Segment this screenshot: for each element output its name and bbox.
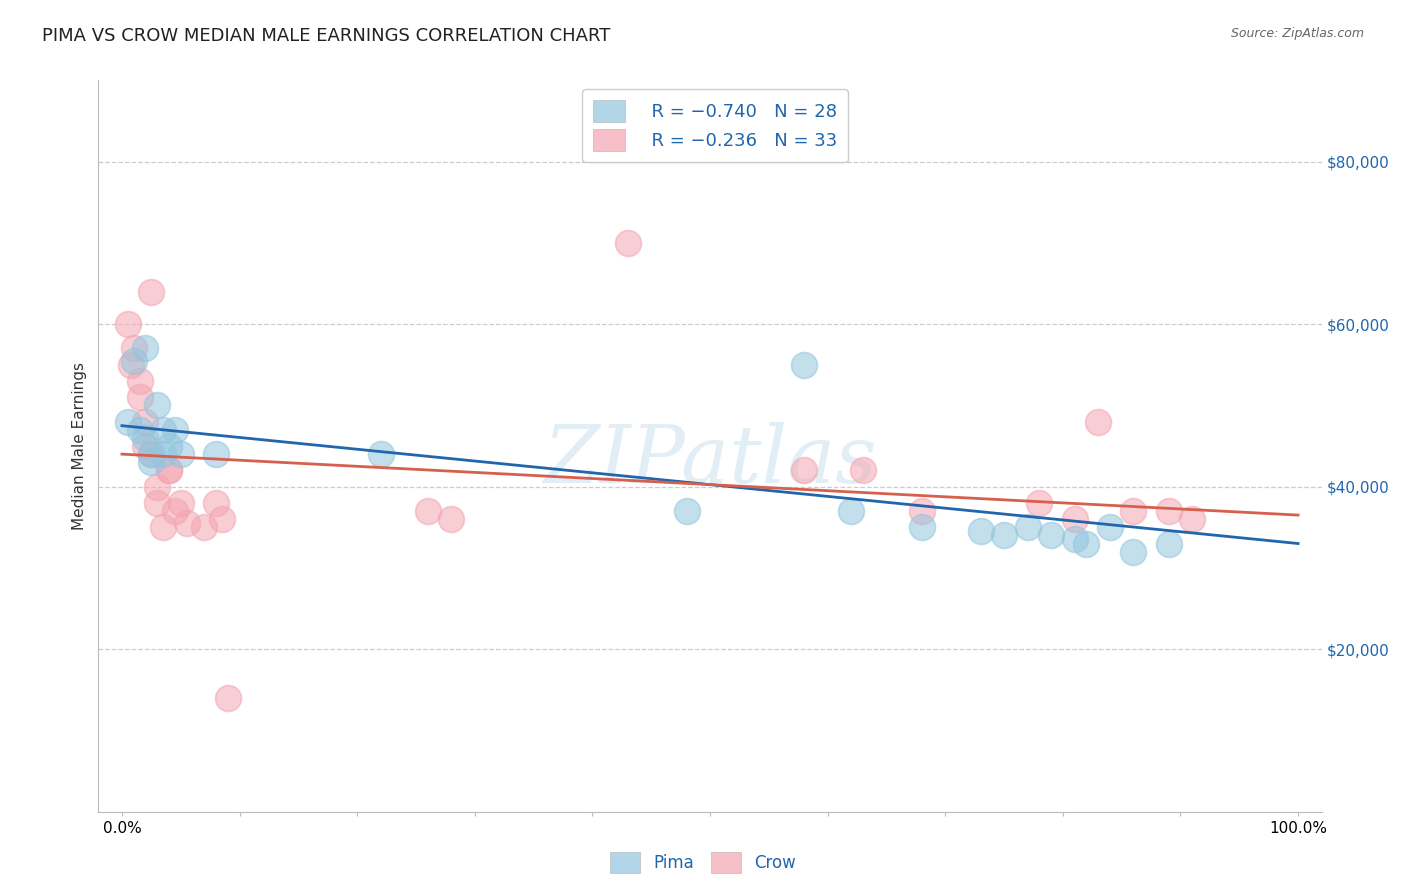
Point bbox=[157, 463, 180, 477]
Point bbox=[205, 447, 228, 461]
Point bbox=[170, 447, 193, 461]
Point bbox=[152, 520, 174, 534]
Point bbox=[141, 447, 163, 461]
Point bbox=[793, 358, 815, 372]
Point bbox=[163, 504, 186, 518]
Point bbox=[146, 496, 169, 510]
Point bbox=[1063, 512, 1085, 526]
Point bbox=[134, 342, 156, 356]
Point bbox=[416, 504, 439, 518]
Point bbox=[370, 447, 392, 461]
Point bbox=[793, 463, 815, 477]
Point bbox=[1098, 520, 1121, 534]
Point bbox=[157, 463, 180, 477]
Y-axis label: Median Male Earnings: Median Male Earnings bbox=[72, 362, 87, 530]
Point bbox=[120, 358, 142, 372]
Point bbox=[141, 455, 163, 469]
Point bbox=[128, 374, 150, 388]
Point bbox=[122, 353, 145, 368]
Point bbox=[152, 447, 174, 461]
Point bbox=[193, 520, 215, 534]
Point bbox=[1157, 536, 1180, 550]
Point bbox=[675, 504, 697, 518]
Point bbox=[616, 235, 638, 250]
Point bbox=[852, 463, 875, 477]
Point bbox=[911, 520, 934, 534]
Point bbox=[122, 342, 145, 356]
Legend: Pima, Crow: Pima, Crow bbox=[603, 846, 803, 880]
Point bbox=[146, 480, 169, 494]
Point bbox=[440, 512, 463, 526]
Text: ZIPatlas: ZIPatlas bbox=[543, 422, 877, 500]
Point bbox=[211, 512, 233, 526]
Point bbox=[157, 439, 180, 453]
Point bbox=[1122, 544, 1144, 558]
Text: Source: ZipAtlas.com: Source: ZipAtlas.com bbox=[1230, 27, 1364, 40]
Point bbox=[176, 516, 198, 531]
Point bbox=[1122, 504, 1144, 518]
Point bbox=[128, 423, 150, 437]
Point bbox=[134, 439, 156, 453]
Point bbox=[969, 524, 991, 539]
Point bbox=[163, 423, 186, 437]
Point bbox=[170, 496, 193, 510]
Point bbox=[1063, 533, 1085, 547]
Point bbox=[1017, 520, 1039, 534]
Point bbox=[1087, 415, 1109, 429]
Point bbox=[1181, 512, 1204, 526]
Point bbox=[217, 690, 239, 705]
Point bbox=[1076, 536, 1098, 550]
Point bbox=[134, 431, 156, 445]
Point bbox=[128, 390, 150, 404]
Point bbox=[1040, 528, 1063, 542]
Point bbox=[134, 415, 156, 429]
Text: PIMA VS CROW MEDIAN MALE EARNINGS CORRELATION CHART: PIMA VS CROW MEDIAN MALE EARNINGS CORREL… bbox=[42, 27, 610, 45]
Point bbox=[1157, 504, 1180, 518]
Point bbox=[141, 447, 163, 461]
Point bbox=[993, 528, 1015, 542]
Point bbox=[911, 504, 934, 518]
Point bbox=[839, 504, 862, 518]
Point bbox=[146, 398, 169, 412]
Point bbox=[117, 415, 139, 429]
Point bbox=[1028, 496, 1050, 510]
Point bbox=[152, 423, 174, 437]
Legend:   R = −0.740   N = 28,   R = −0.236   N = 33: R = −0.740 N = 28, R = −0.236 N = 33 bbox=[582, 89, 848, 162]
Point bbox=[205, 496, 228, 510]
Point bbox=[141, 285, 163, 299]
Point bbox=[117, 317, 139, 331]
